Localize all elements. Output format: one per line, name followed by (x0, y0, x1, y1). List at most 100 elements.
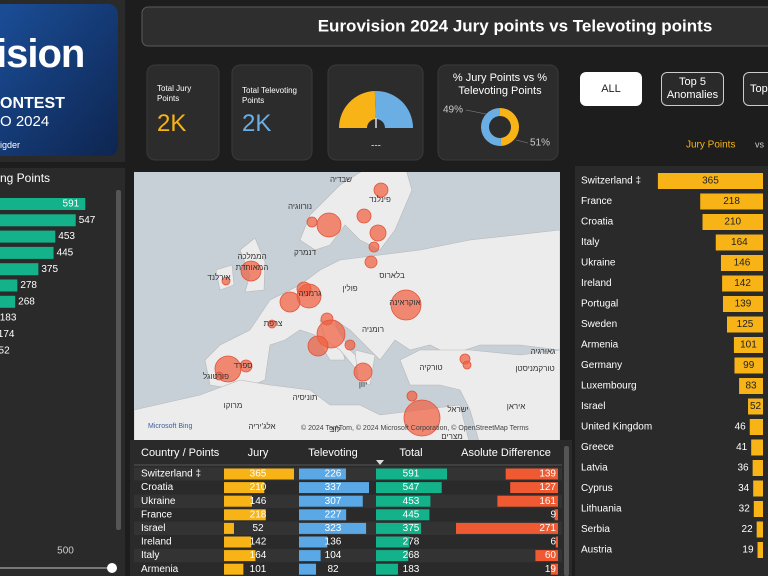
y-tick-label: Ukraine (581, 258, 616, 269)
cell-bar (299, 550, 321, 562)
donut-slice (480, 108, 502, 146)
cell: 52 (252, 523, 264, 534)
cell-bar (376, 509, 430, 521)
map: שבדיה פינלנד נורווגיה הממלכה המאוחדת דנמרק בלא… (134, 172, 560, 440)
legend-entry: Jury Points (686, 140, 735, 151)
map-label: רומניה (362, 325, 384, 334)
cell: Ukraine (141, 496, 176, 507)
map-label: בלארוס (379, 271, 405, 280)
value-label: 268 (18, 296, 35, 307)
cell-bar (376, 495, 431, 507)
map-bubble (353, 362, 373, 382)
filter-button[interactable]: ALL (580, 72, 642, 106)
filter-button[interactable]: Top (743, 72, 768, 106)
bar (0, 214, 76, 227)
cell-bar (299, 468, 346, 480)
cell-bar (376, 550, 409, 562)
map-label: פולין (342, 284, 357, 293)
value-label: 174 (0, 329, 15, 340)
bar (727, 316, 763, 333)
map-bubble (373, 182, 389, 198)
value-label: 142 (734, 278, 751, 289)
bar (757, 542, 763, 558)
map-bubble (390, 289, 422, 321)
map-bubble (403, 399, 441, 437)
cell-bar (510, 482, 558, 494)
bar (657, 173, 763, 189)
cell: 183 (403, 564, 420, 575)
bar (748, 398, 763, 415)
cell-bar (224, 468, 294, 480)
bar (722, 275, 763, 292)
card (231, 64, 313, 161)
bar (753, 501, 763, 517)
map-bubble (296, 281, 312, 297)
map-label: לוב (329, 425, 340, 434)
cell-bar (497, 495, 558, 507)
bar (752, 460, 763, 476)
value-label: 36 (738, 463, 750, 474)
cell: 278 (403, 537, 420, 548)
map-bubble (267, 319, 277, 329)
sort-arrow[interactable] (376, 460, 384, 465)
cell-bar (299, 495, 363, 507)
map-label: טורקיה (419, 363, 442, 372)
bar (700, 193, 763, 210)
cell: 60 (545, 550, 557, 561)
value-label: 183 (0, 313, 17, 324)
scrollbar (564, 446, 569, 576)
map-label: טורקמניסטן (515, 364, 554, 373)
cell: 227 (325, 509, 342, 520)
page-title: Eurovision 2024 Jury points vs Televotin… (318, 16, 713, 35)
map-label: פורטוגל (203, 372, 229, 381)
map-label: אלג'יריה (248, 422, 275, 431)
map-bubble (279, 291, 301, 313)
cell: 142 (250, 537, 267, 548)
cell-bar (376, 522, 422, 534)
map-label: דנמרק (294, 248, 317, 257)
donut-title: % Jury Points vs % Televoting Points (452, 72, 548, 97)
cell: Croatia (141, 482, 174, 493)
y-tick-label: Austria (581, 545, 613, 556)
y-tick-label: Sweden (581, 319, 617, 330)
cell: 547 (403, 482, 420, 493)
cell-bar (456, 522, 558, 534)
y-tick-label: Italy (581, 237, 599, 248)
column-header: Total (399, 447, 422, 459)
donut-label: 51% (530, 138, 550, 149)
cell: 146 (250, 496, 267, 507)
value-label: 278 (20, 280, 37, 291)
map-label: איראן (507, 402, 525, 411)
value-label: 52 (750, 401, 762, 412)
value-label: 591 (63, 199, 80, 210)
value-label: 32 (739, 504, 751, 515)
y-tick-label: Croatia (581, 217, 614, 228)
y-tick-label: Switzerland ‡ (581, 176, 641, 187)
value-label: 46 (735, 422, 747, 433)
map-attribution: © 2024 TomTom, © 2024 Microsoft Corporat… (301, 424, 529, 432)
card-label: Total Televoting Points (242, 86, 297, 105)
cell-bar (299, 509, 347, 521)
bar (749, 419, 763, 435)
value-label: 101 (740, 340, 757, 351)
cell: 365 (250, 469, 267, 480)
leader (515, 139, 529, 144)
bar (734, 357, 763, 374)
filter-button[interactable]: Top 5 Anomalies (661, 72, 724, 106)
value-label: 83 (745, 381, 757, 392)
bar (720, 255, 763, 271)
cell: 445 (403, 509, 420, 520)
bar (0, 263, 39, 276)
map-bubble (221, 276, 231, 286)
bar (0, 246, 54, 259)
bar (733, 337, 763, 353)
bar (722, 296, 763, 312)
map-label: ספרד (234, 361, 253, 370)
cell-bar (224, 550, 256, 562)
cell: France (141, 509, 173, 520)
slider-handle[interactable] (107, 563, 117, 573)
cell: 307 (325, 496, 342, 507)
cell: 375 (403, 523, 420, 534)
y-tick-label: Latvia (581, 463, 608, 474)
